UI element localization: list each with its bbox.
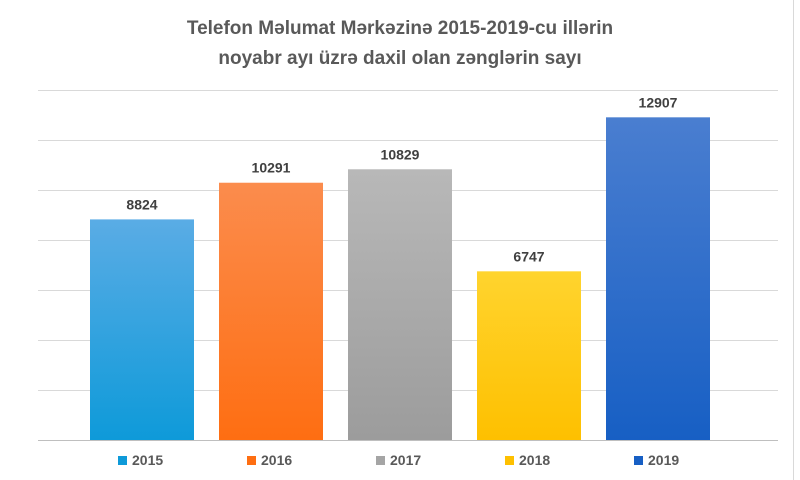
legend-label: 2015 — [132, 452, 164, 468]
legend-label: 2019 — [648, 452, 680, 468]
legend-item-2018: 2018 — [505, 452, 550, 468]
chart-title-line-2: noyabr ayı üzrə daxil olan zənglərin say… — [218, 48, 582, 69]
legend-item-2015: 2015 — [118, 452, 163, 468]
data-label-2019: 12907 — [639, 94, 678, 110]
legend-swatch — [247, 455, 256, 465]
legend-item-2019: 2019 — [634, 452, 679, 468]
legend-label: 2017 — [390, 452, 422, 468]
data-label-2016: 10291 — [252, 160, 291, 176]
legend-item-2017: 2017 — [376, 452, 421, 468]
legend-swatch — [505, 455, 514, 465]
chart-title: Telefon Məlumat Mərkəzinə 2015-2019-cu i… — [0, 14, 800, 74]
legend-swatch — [118, 455, 127, 465]
chart-title-line-1: Telefon Məlumat Mərkəzinə 2015-2019-cu i… — [186, 18, 614, 39]
legend-label: 2018 — [519, 452, 551, 468]
data-label-2015: 8824 — [126, 196, 157, 212]
legend-swatch — [634, 455, 643, 465]
legend-swatch — [376, 455, 385, 465]
legend-label: 2016 — [261, 452, 293, 468]
bar-2018 — [477, 271, 581, 440]
bar-2016 — [219, 182, 323, 440]
chart-legend: 2015 2016 2017 2018 2019 — [0, 452, 800, 472]
data-label-2018: 6747 — [513, 248, 544, 264]
bar-2017 — [348, 169, 452, 440]
legend-item-2016: 2016 — [247, 452, 292, 468]
data-label-2017: 10829 — [381, 146, 420, 162]
frame-border — [793, 0, 794, 480]
bar-2015 — [90, 219, 194, 440]
bar-2019 — [606, 117, 710, 440]
